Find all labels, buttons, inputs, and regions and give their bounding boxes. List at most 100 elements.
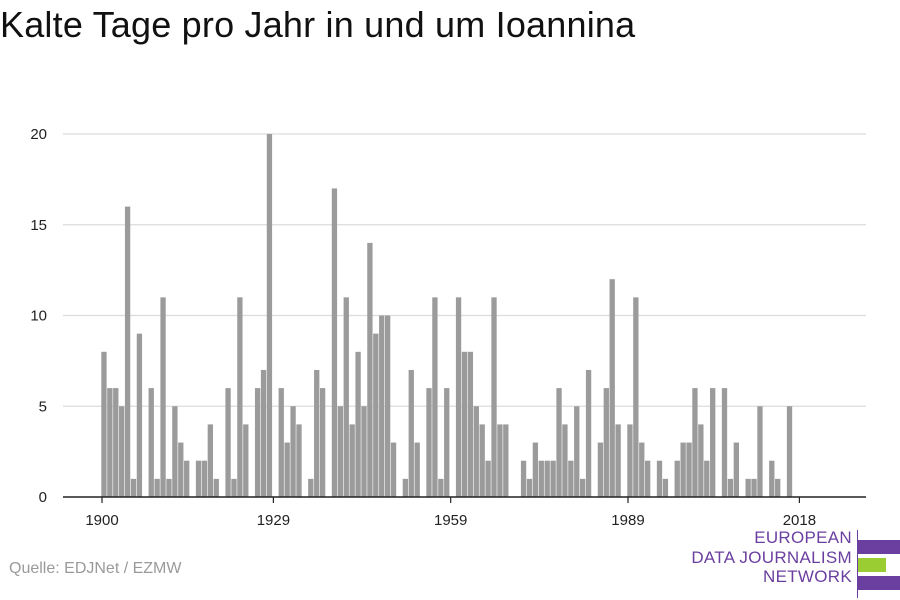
bar-1918: [207, 424, 213, 497]
bar-1903: [119, 406, 125, 497]
bar-1944: [361, 406, 367, 497]
bar-2011: [757, 406, 763, 497]
logo-text: EUROPEAN DATA JOURNALISM NETWORK: [691, 528, 852, 587]
bar-1994: [656, 460, 663, 497]
chart-title: Kalte Tage pro Jahr in und um Ioannina: [0, 4, 636, 45]
bar-1927: [260, 369, 267, 497]
bar-1960: [455, 297, 462, 497]
logo-line-1: EUROPEAN: [754, 528, 852, 547]
bar-1937: [319, 388, 326, 497]
bar-1942: [349, 424, 355, 497]
bar-1995: [662, 478, 669, 497]
bar-1962: [467, 351, 474, 497]
bar-1966: [491, 297, 497, 497]
bar-1926: [254, 388, 261, 497]
bar-2007: [733, 442, 739, 497]
bar-1924: [243, 424, 249, 497]
bar-1980: [574, 406, 580, 497]
bar-1965: [485, 460, 491, 497]
logo-line-2: DATA JOURNALISM: [691, 547, 852, 567]
bar-1964: [479, 424, 485, 497]
bar-1989: [627, 424, 633, 497]
x-tick-label-1959: 1959: [434, 512, 467, 529]
bar-1982: [585, 369, 592, 497]
bar-2010: [751, 478, 757, 497]
bar-2003: [710, 388, 716, 497]
y-tick-label-15: 15: [30, 217, 47, 234]
bar-2009: [745, 478, 751, 497]
bar-1945: [367, 242, 373, 497]
y-tick-label-5: 5: [39, 398, 47, 415]
y-tick-label-0: 0: [39, 489, 47, 506]
bar-1914: [184, 460, 190, 497]
bar-1940: [337, 406, 344, 497]
bar-1977: [556, 388, 562, 497]
x-tick-label-1989: 1989: [611, 512, 644, 529]
bar-1986: [609, 279, 615, 497]
bar-1987: [615, 424, 621, 497]
bar-1901: [107, 388, 113, 497]
bar-1911: [166, 478, 172, 497]
bar-1923: [237, 297, 243, 497]
bar-1958: [444, 388, 450, 497]
y-tick-label-10: 10: [30, 308, 47, 325]
bar-2002: [704, 460, 710, 497]
bar-1921: [225, 388, 231, 497]
bar-1906: [136, 333, 143, 497]
bar-1997: [674, 460, 680, 497]
bar-1912: [172, 406, 178, 497]
bar-1910: [160, 297, 166, 497]
bar-1939: [331, 188, 338, 497]
bar-1999: [686, 442, 692, 497]
bar-1946: [373, 333, 379, 497]
bar-2005: [721, 388, 728, 497]
bar-1961: [461, 351, 468, 497]
bar-1979: [568, 460, 574, 497]
bar-1936: [314, 369, 320, 497]
bar-1935: [308, 478, 314, 497]
bar-1930: [278, 388, 284, 497]
bar-1992: [645, 460, 651, 497]
bar-1916: [195, 460, 202, 497]
x-tick-label-1900: 1900: [85, 512, 118, 529]
source-note: Quelle: EDJNet / EZMW: [9, 560, 182, 577]
bar-2013: [769, 460, 775, 497]
bar-2016: [786, 406, 793, 497]
bar-1952: [408, 369, 414, 497]
bars: [101, 134, 793, 497]
bar-2000: [692, 388, 698, 497]
y-tick-label-20: 20: [30, 126, 47, 143]
logo-line-3: NETWORK: [763, 567, 852, 586]
edjnet-logo: EUROPEAN DATA JOURNALISM NETWORK: [640, 528, 900, 600]
bar-1957: [438, 478, 444, 497]
bar-1973: [532, 442, 539, 497]
bar-1948: [384, 315, 391, 497]
bar-1909: [154, 478, 160, 497]
bar-1967: [497, 424, 503, 497]
bar-1984: [597, 442, 604, 497]
x-tick-label-1929: 1929: [257, 512, 290, 529]
bar-1972: [526, 478, 533, 497]
bar-1998: [680, 442, 686, 497]
bar-1978: [562, 424, 568, 497]
bar-1941: [343, 297, 349, 497]
bar-1904: [124, 206, 131, 497]
bar-1931: [284, 442, 290, 497]
bar-1949: [390, 442, 397, 497]
bar-1922: [231, 478, 237, 497]
bar-1928: [266, 134, 273, 497]
bar-1975: [544, 460, 550, 497]
logo-bar-purple-top: [858, 540, 900, 554]
bar-1919: [213, 478, 219, 497]
bar-1932: [290, 406, 296, 497]
bar-1985: [603, 388, 609, 497]
bar-1933: [296, 424, 302, 497]
bar-1951: [402, 478, 409, 497]
logo-divider: [857, 530, 858, 598]
bar-chart: 0 5 10 15 20 1900 1929 1959 1989 2018: [30, 126, 866, 529]
bar-1902: [113, 388, 119, 497]
bar-1917: [201, 460, 208, 497]
bar-1905: [130, 478, 137, 497]
bar-1908: [148, 388, 154, 497]
bar-1913: [178, 442, 184, 497]
